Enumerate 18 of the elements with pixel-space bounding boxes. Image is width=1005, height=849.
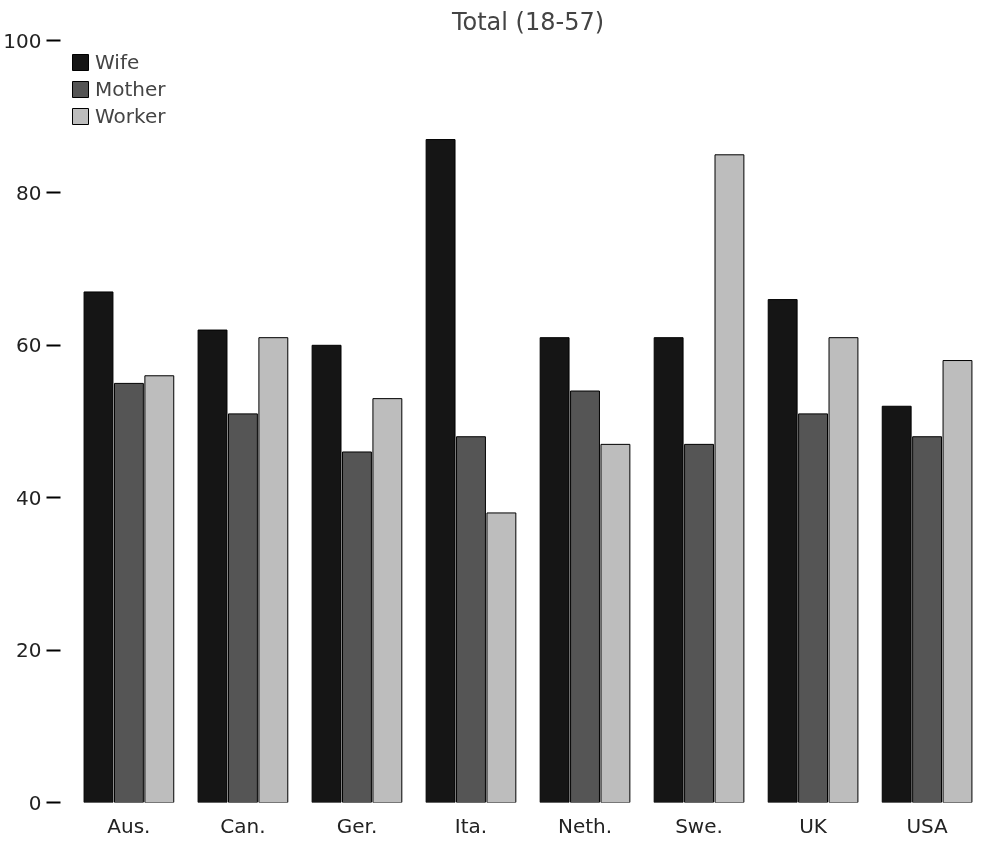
- x-tick-label: Neth.: [557, 813, 613, 838]
- legend-label: Mother: [95, 77, 166, 101]
- y-tick-label: 40: [16, 485, 42, 510]
- x-tick-label: Aus.: [107, 813, 151, 838]
- legend-label: Worker: [95, 104, 166, 128]
- y-tick-label: 100: [3, 28, 42, 53]
- y-tick-label: 80: [16, 180, 42, 205]
- y-tick-label: 60: [16, 333, 42, 358]
- x-tick-label: Ger.: [336, 813, 378, 838]
- x-tick-label: Can.: [220, 813, 266, 838]
- x-tick-label: Swe.: [675, 813, 723, 838]
- y-tick-label: 0: [28, 790, 42, 815]
- chart-title: Total (18-57): [450, 7, 605, 36]
- legend-label: Wife: [95, 50, 140, 74]
- x-tick-label: USA: [906, 813, 949, 838]
- x-tick-label: Ita.: [454, 813, 488, 838]
- y-tick-label: 20: [16, 638, 42, 663]
- x-tick-label: UK: [799, 813, 828, 838]
